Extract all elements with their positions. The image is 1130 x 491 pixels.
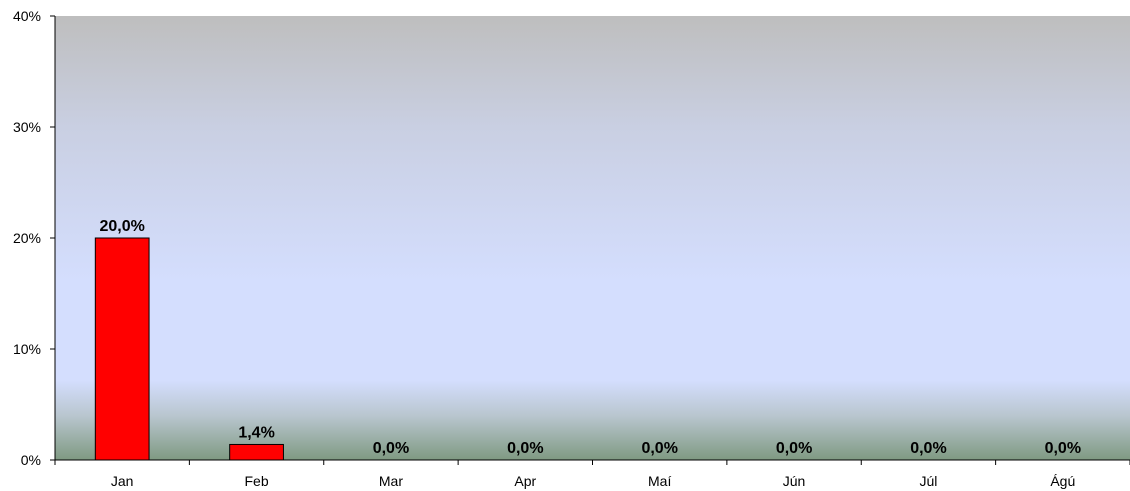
data-label: 0,0% [507,440,543,457]
data-label: 1,4% [238,424,274,441]
y-tick-label: 20% [13,230,41,246]
data-label: 20,0% [100,218,145,235]
x-tick-label: Júl [919,473,937,489]
y-axis: 0% 10% 20% 30% 40% [13,8,56,468]
x-tick-label: Jún [783,473,806,489]
data-label: 0,0% [373,440,409,457]
bar-Feb [229,443,284,461]
y-tick-label: 0% [21,452,41,468]
x-tick-label: Mar [379,473,403,489]
data-label: 0,0% [641,440,677,457]
x-tick-label: Apr [514,473,536,489]
bars [94,237,284,461]
x-tick-label: Ágú [1050,473,1075,489]
bar-Jan [94,237,150,461]
data-labels: 20,0% 1,4% 0,0% 0,0% 0,0% 0,0% 0,0% 0,0% [100,218,1082,457]
x-tick-label: Maí [648,473,671,489]
y-tick-label: 10% [13,341,41,357]
y-tick-label: 30% [13,119,41,135]
x-tick-label: Jan [111,473,134,489]
x-tick-label: Feb [245,473,269,489]
data-label: 0,0% [776,440,812,457]
data-label: 0,0% [910,440,946,457]
plot-area [55,16,1130,460]
x-axis: Jan Feb Mar Apr Maí Jún Júl Ágú [54,459,1130,489]
y-tick-label: 40% [13,8,41,24]
data-label: 0,0% [1045,440,1081,457]
